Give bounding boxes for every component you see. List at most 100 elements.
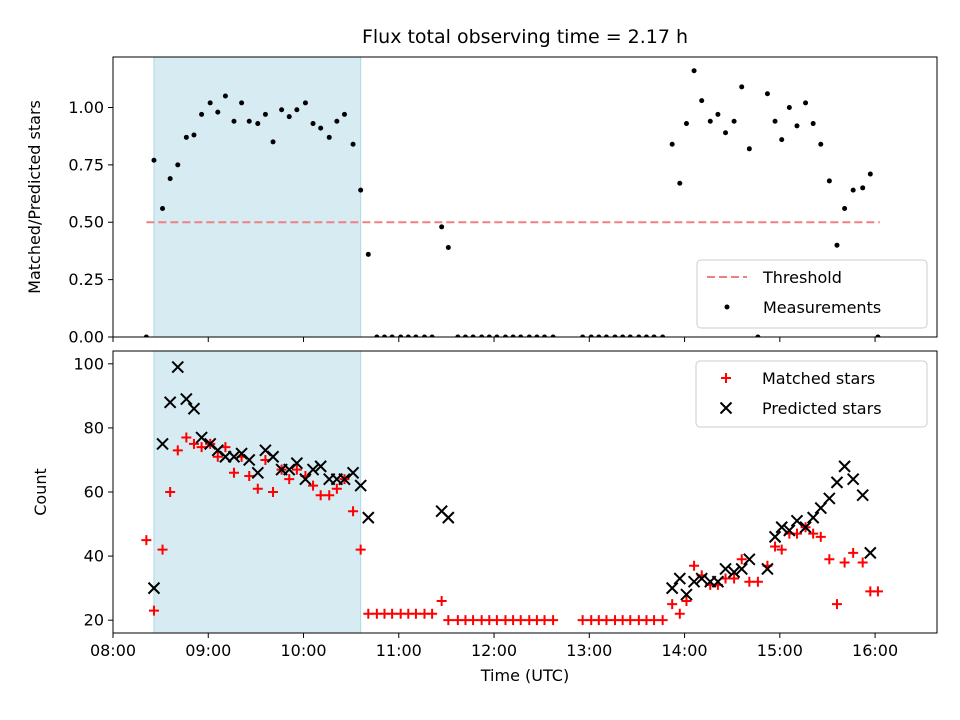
bottom-series-0-point bbox=[548, 615, 559, 626]
bottom-series-1-point bbox=[362, 511, 375, 524]
top-series-0-point bbox=[381, 334, 387, 337]
bottom-x-tick-label: 12:00 bbox=[471, 641, 517, 660]
top-series-0-point bbox=[479, 334, 485, 337]
bottom-series-1-point bbox=[743, 553, 756, 566]
top-shaded-region bbox=[153, 57, 362, 337]
top-series-0-point bbox=[262, 111, 268, 117]
top-series-0-point bbox=[699, 98, 705, 104]
bottom-series-1-point bbox=[783, 524, 796, 537]
top-y-axis-label: Matched/Predicted stars bbox=[25, 100, 44, 294]
top-y-tick-label: 0.25 bbox=[68, 270, 104, 289]
bottom-series-1-point bbox=[243, 453, 256, 467]
top-series-0-point bbox=[603, 334, 609, 337]
top-series-0-point bbox=[294, 107, 300, 113]
top-series-0-point bbox=[429, 334, 435, 337]
bottom-series-0-point bbox=[736, 554, 747, 565]
bottom-series-1-point bbox=[195, 431, 208, 444]
top-y-tick-label: 0.50 bbox=[68, 213, 104, 232]
top-series-0-point bbox=[731, 118, 737, 124]
top-series-0-point bbox=[834, 242, 840, 248]
bottom-series-1-point bbox=[266, 450, 280, 463]
bottom-series-0-point bbox=[196, 442, 207, 453]
top-series-0-point bbox=[502, 334, 508, 337]
bottom-series-1-point bbox=[346, 466, 360, 479]
bottom-series-1-point bbox=[299, 472, 312, 486]
bottom-series-1-point bbox=[251, 466, 265, 479]
top-series-0-point bbox=[636, 334, 642, 337]
bottom-series-1-point bbox=[290, 456, 304, 470]
bottom-series-0-point bbox=[752, 576, 763, 587]
bottom-series-0-point bbox=[436, 595, 447, 606]
top-series-0-point bbox=[620, 334, 626, 337]
top-series-0-point bbox=[405, 334, 411, 337]
bottom-series-0-point bbox=[744, 576, 755, 587]
bottom-series-0-point bbox=[601, 615, 612, 626]
top-series-0-point bbox=[746, 146, 752, 152]
top-series-0-point bbox=[183, 134, 189, 140]
top-series-0-point bbox=[779, 137, 785, 143]
top-series-0-point bbox=[422, 334, 427, 337]
top-series-0-point bbox=[739, 84, 745, 90]
top-series-0-point bbox=[191, 132, 197, 138]
bottom-series-0-point bbox=[172, 445, 183, 456]
top-series-0-point bbox=[669, 141, 675, 147]
top-series-0-point bbox=[310, 121, 316, 127]
top-series-0-point bbox=[691, 68, 697, 74]
top-series-0-point bbox=[526, 334, 532, 337]
top-series-0-point bbox=[860, 185, 866, 191]
bottom-series-1-point bbox=[790, 514, 804, 528]
bottom-series-1-point bbox=[673, 572, 687, 585]
bottom-series-0-point bbox=[468, 615, 479, 626]
bottom-series-0-point bbox=[824, 554, 835, 565]
top-series-0-point bbox=[255, 121, 261, 127]
bottom-x-tick-label: 13:00 bbox=[566, 641, 612, 660]
bottom-series-1-point bbox=[442, 511, 455, 524]
top-series-0-point bbox=[175, 162, 181, 168]
bottom-series-0-point bbox=[491, 615, 502, 626]
top-series-0-point bbox=[389, 334, 395, 337]
bottom-series-1-point bbox=[727, 565, 741, 579]
bottom-series-1-point bbox=[687, 575, 701, 588]
bottom-x-axis-label: Time (UTC) bbox=[480, 666, 569, 685]
bottom-series-1-point bbox=[856, 488, 869, 502]
top-series-0-point bbox=[326, 134, 332, 140]
bottom-legend-marker-swatch bbox=[719, 401, 733, 415]
top-series-0-point bbox=[755, 334, 761, 337]
top-series-0-point bbox=[279, 107, 285, 113]
top-series-0-point bbox=[875, 334, 881, 337]
top-series-0-point bbox=[803, 100, 809, 106]
top-series-0-point bbox=[318, 125, 324, 131]
bottom-series-1-point bbox=[665, 581, 679, 595]
top-series-0-point bbox=[867, 171, 873, 177]
bottom-series-1-point bbox=[846, 472, 860, 486]
top-series-0-point bbox=[215, 109, 221, 115]
bottom-series-0-point bbox=[363, 608, 374, 619]
bottom-series-0-point bbox=[324, 490, 335, 501]
top-series-0-point bbox=[612, 334, 618, 337]
top-series-0-point bbox=[143, 334, 149, 337]
top-y-tick-label: 1.00 bbox=[68, 98, 104, 117]
bottom-y-tick-label: 40 bbox=[84, 547, 104, 566]
bottom-chart-panel: 20 40 60 80 100 08:00 09:00 10:00 11:00 12:00 13:0… bbox=[31, 350, 938, 685]
bottom-plot-area bbox=[141, 351, 883, 633]
bottom-series-0-point bbox=[625, 615, 636, 626]
top-series-0-point bbox=[596, 334, 602, 337]
top-chart-panel: 0.00 0.25 0.50 0.75 1.00 Matched/Predicted st… bbox=[25, 56, 938, 347]
bottom-series-0-point bbox=[387, 608, 398, 619]
bottom-legend-label: Matched stars bbox=[762, 369, 875, 388]
bottom-y-tick-label: 100 bbox=[73, 354, 104, 373]
top-series-0-point bbox=[350, 141, 356, 147]
bottom-x-tick-label: 10:00 bbox=[280, 641, 326, 660]
bottom-series-0-point bbox=[815, 531, 826, 542]
top-series-0-point bbox=[151, 157, 157, 163]
bottom-series-1-point bbox=[823, 492, 836, 505]
top-series-0-point bbox=[818, 141, 824, 147]
top-series-0-point bbox=[723, 130, 729, 136]
bottom-series-1-point bbox=[314, 460, 327, 473]
top-series-0-point bbox=[534, 334, 540, 337]
bottom-series-0-point bbox=[252, 483, 263, 494]
top-series-0-point bbox=[580, 334, 586, 337]
bottom-series-1-point bbox=[227, 450, 241, 463]
bottom-legend-label: Predicted stars bbox=[762, 399, 882, 418]
bottom-series-1-point bbox=[156, 437, 169, 451]
